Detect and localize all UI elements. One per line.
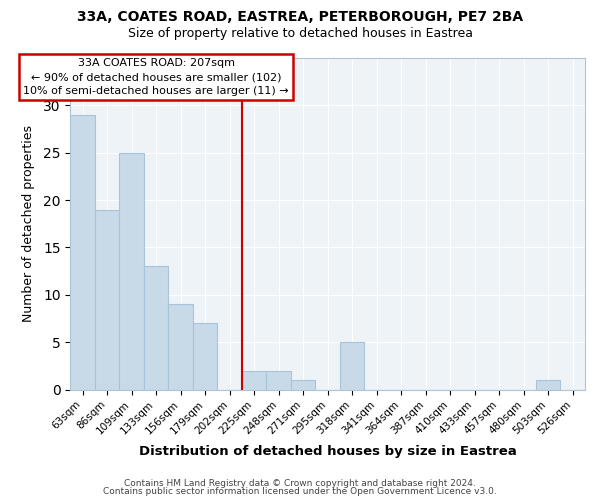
Y-axis label: Number of detached properties: Number of detached properties	[22, 126, 35, 322]
Text: 33A, COATES ROAD, EASTREA, PETERBOROUGH, PE7 2BA: 33A, COATES ROAD, EASTREA, PETERBOROUGH,…	[77, 10, 523, 24]
Text: Size of property relative to detached houses in Eastrea: Size of property relative to detached ho…	[128, 28, 473, 40]
Bar	[169, 304, 193, 390]
Bar	[266, 370, 291, 390]
Bar	[242, 370, 266, 390]
Bar	[95, 210, 119, 390]
Text: Contains HM Land Registry data © Crown copyright and database right 2024.: Contains HM Land Registry data © Crown c…	[124, 478, 476, 488]
Bar	[119, 152, 144, 390]
Bar	[536, 380, 560, 390]
Bar	[291, 380, 316, 390]
Bar	[193, 324, 217, 390]
Text: Contains public sector information licensed under the Open Government Licence v3: Contains public sector information licen…	[103, 487, 497, 496]
X-axis label: Distribution of detached houses by size in Eastrea: Distribution of detached houses by size …	[139, 444, 517, 458]
Bar	[144, 266, 169, 390]
Bar	[70, 115, 95, 390]
Text: 33A COATES ROAD: 207sqm
← 90% of detached houses are smaller (102)
10% of semi-d: 33A COATES ROAD: 207sqm ← 90% of detache…	[23, 58, 289, 96]
Bar	[340, 342, 364, 390]
